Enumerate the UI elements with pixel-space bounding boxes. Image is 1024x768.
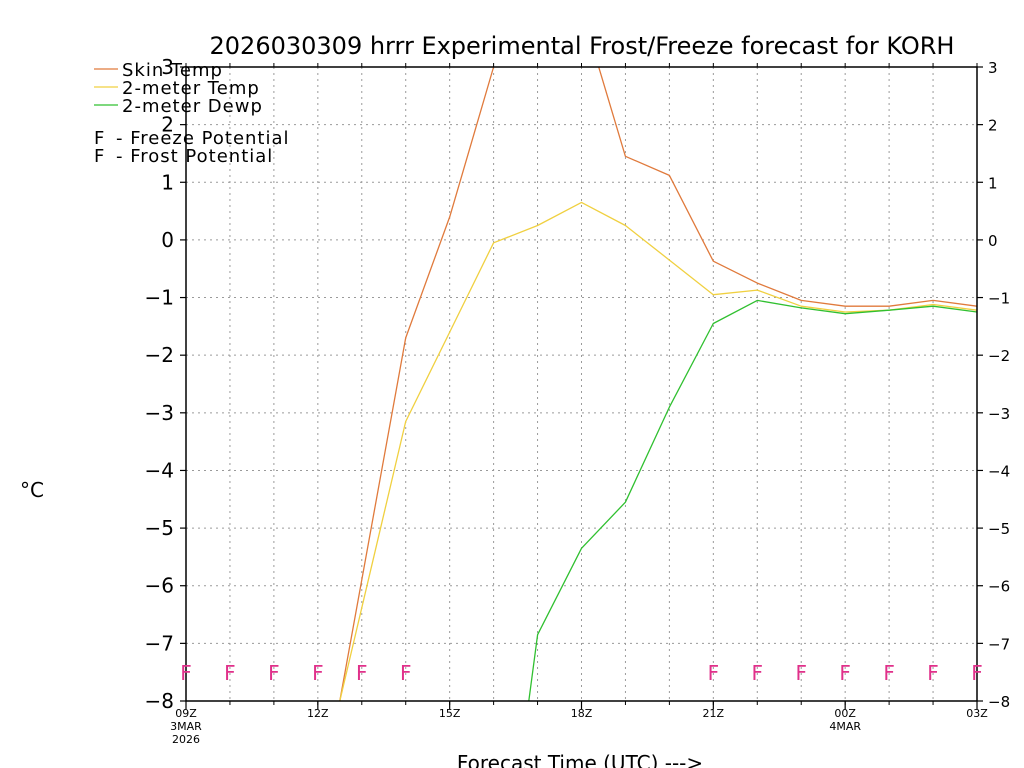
x-tick-label: 12Z xyxy=(307,707,329,720)
y-tick-label-right: −4 xyxy=(988,462,1010,480)
y-tick-label-left: 2 xyxy=(161,113,174,137)
series-layer xyxy=(339,67,977,701)
legend-label-skin: Skin Temp xyxy=(122,60,223,81)
y-tick-label-left: 3 xyxy=(161,55,174,79)
y-tick-label-right: −2 xyxy=(988,347,1010,365)
freeze-flag: F xyxy=(971,661,983,685)
series-line-dewp2m xyxy=(528,299,977,701)
y-tick-label-left: −2 xyxy=(145,343,174,367)
chart-title: 2026030309 hrrr Experimental Frost/Freez… xyxy=(210,32,955,60)
freeze-flag: F xyxy=(839,661,851,685)
freeze-flag: F xyxy=(356,661,368,685)
axis-ticks: −8 −8 −7 −7 −6 −6 −5 −5 −4 −4 −3 −3 −2 −2 −1 −1 0 0 1 1 2 2 3 3… xyxy=(145,55,1011,746)
plot-frame xyxy=(185,66,978,702)
y-tick-label-left: −6 xyxy=(145,574,174,598)
y-tick-label-left: −3 xyxy=(145,401,174,425)
y-tick-label-right: −3 xyxy=(988,405,1010,423)
freeze-flag: F xyxy=(180,661,192,685)
legend-frost-label: - Frost Potential xyxy=(116,146,273,167)
y-tick-label-left: −5 xyxy=(145,516,174,540)
y-tick-label-right: −8 xyxy=(988,693,1010,711)
legend-freeze-flag: F xyxy=(94,128,105,149)
freeze-flag: F xyxy=(708,661,720,685)
y-tick-label-right: 3 xyxy=(988,59,998,77)
x-tick-date: 3MAR xyxy=(170,720,202,733)
freeze-flag: F xyxy=(312,661,324,685)
freeze-flag: F xyxy=(752,661,764,685)
x-axis-label: Forecast Time (UTC) ---> xyxy=(457,751,703,768)
y-tick-label-left: −7 xyxy=(145,631,174,655)
y-tick-label-right: −1 xyxy=(988,290,1010,308)
legend: Skin Temp 2-meter Temp 2-meter Dewp F - … xyxy=(94,60,290,167)
y-tick-label-left: −1 xyxy=(145,286,174,310)
y-tick-label-left: −8 xyxy=(145,689,174,713)
x-tick-label: 09Z xyxy=(175,707,197,720)
freeze-flag: F xyxy=(927,661,939,685)
y-axis-label: °C xyxy=(20,478,44,502)
freeze-flag: F xyxy=(883,661,895,685)
x-tick-label: 21Z xyxy=(703,707,725,720)
freeze-flag: F xyxy=(795,661,807,685)
x-tick-label: 03Z xyxy=(966,707,988,720)
legend-label-temp: 2-meter Temp xyxy=(122,78,260,99)
y-tick-label-right: 1 xyxy=(988,174,998,192)
x-tick-date: 4MAR xyxy=(829,720,861,733)
legend-frost-flag: F xyxy=(94,146,105,167)
y-tick-label-right: −7 xyxy=(988,635,1010,653)
legend-label-dewp: 2-meter Dewp xyxy=(122,96,263,117)
y-tick-label-right: 2 xyxy=(988,117,998,135)
x-tick-label: 18Z xyxy=(571,707,593,720)
y-tick-label-left: 0 xyxy=(161,228,174,252)
y-tick-label-left: 1 xyxy=(161,170,174,194)
legend-freeze-label: - Freeze Potential xyxy=(116,128,290,149)
y-tick-label-right: −5 xyxy=(988,520,1010,538)
freeze-flag: F xyxy=(400,661,412,685)
series-line-temp2m xyxy=(339,201,977,701)
freeze-flag: F xyxy=(224,661,236,685)
x-tick-label: 15Z xyxy=(439,707,461,720)
grid xyxy=(186,67,977,701)
series-line-skin xyxy=(339,67,977,701)
y-tick-label-right: 0 xyxy=(988,232,998,250)
freeze-flag: F xyxy=(268,661,280,685)
x-tick-label: 00Z xyxy=(834,707,856,720)
y-tick-label-left: −4 xyxy=(145,458,174,482)
y-tick-label-right: −6 xyxy=(988,578,1010,596)
x-tick-year: 2026 xyxy=(172,733,200,746)
